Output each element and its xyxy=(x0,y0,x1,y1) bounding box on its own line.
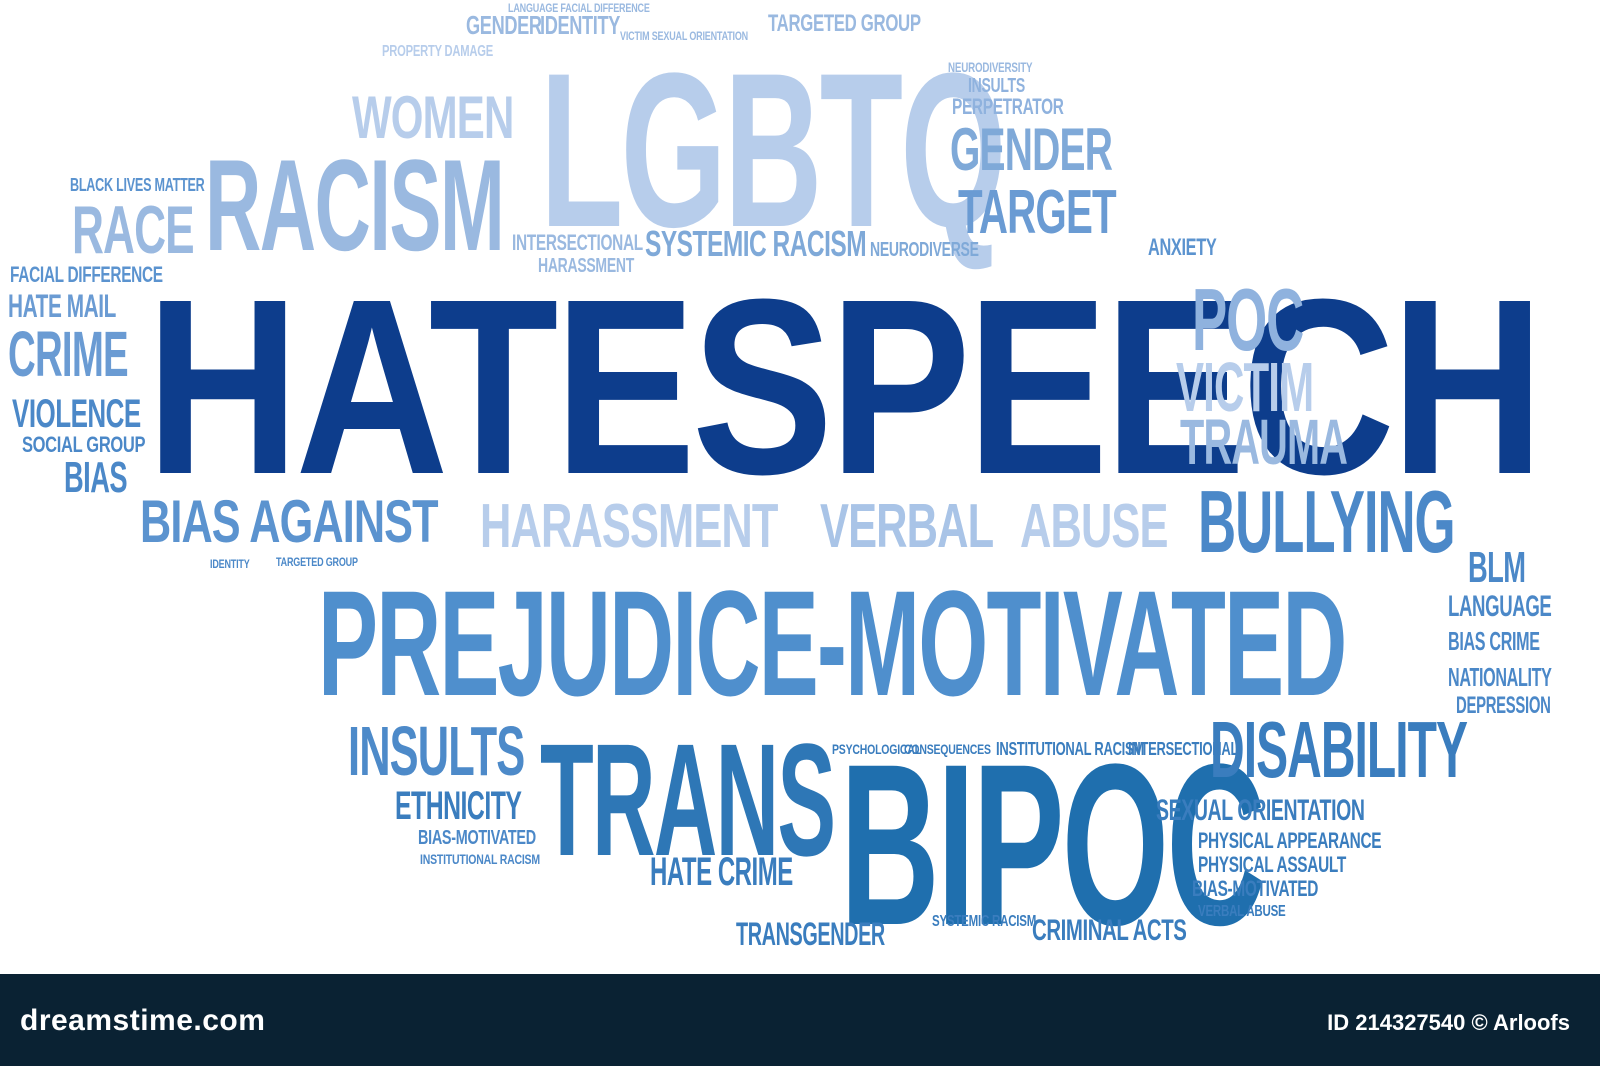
word-institutional-racism: INSTITUTIONAL RACISM xyxy=(420,851,540,867)
word-depression: DEPRESSION xyxy=(1456,692,1551,719)
word-hate-speech: HATESPEECH xyxy=(146,247,1544,526)
word-women-large: WOMEN xyxy=(352,84,514,151)
word-bias-against-large: BIAS AGAINST xyxy=(140,488,439,555)
word-bias-crime: BIAS CRIME xyxy=(1448,626,1540,656)
word-insults-large: INSULTS xyxy=(348,712,525,790)
word-harassment: HARASSMENT xyxy=(480,492,778,561)
word-race-large: RACE xyxy=(72,192,195,268)
word-perpetrator: PERPETRATOR xyxy=(952,94,1064,119)
word-intersectional: INTERSECTIONAL xyxy=(512,230,643,255)
word-systemic-racism-bottom: SYSTEMIC RACISM xyxy=(932,913,1037,930)
word-racism-large: RACISM xyxy=(205,132,505,278)
word-bias-motivated-right: BIAS-MOTIVATED xyxy=(1192,876,1319,901)
word-crime-large: CRIME xyxy=(8,318,129,390)
word-language-facial: LANGUAGE FACIAL DIFFERENCE xyxy=(508,1,650,15)
word-trauma-large: TRAUMA xyxy=(1180,406,1348,478)
image-credit: ID 214327540 © Arloofs xyxy=(1327,1010,1570,1035)
watermark-footer-bar xyxy=(0,974,1600,1066)
word-prejudice-motivated: PREJUDICE-MOTIVATED xyxy=(318,559,1347,727)
word-disability-large: DISABILITY xyxy=(1210,705,1468,794)
word-cloud: HATESPEECH PREJUDICE-MOTIVATED LGBTQ BIP… xyxy=(8,1,1552,973)
word-abuse: ABUSE xyxy=(1020,492,1168,561)
word-transgender: TRANSGENDER xyxy=(736,916,885,952)
word-verbal: VERBAL xyxy=(820,492,994,561)
word-neurodiversity: NEURODIVERSITY xyxy=(948,59,1033,75)
word-language: LANGUAGE xyxy=(1448,590,1552,623)
word-sexual-orientation: SEXUAL ORIENTATION xyxy=(1156,794,1365,827)
word-poc-large: POC xyxy=(1192,270,1304,369)
word-victim-large: VICTIM xyxy=(1176,348,1314,426)
word-bias-large: BIAS xyxy=(64,453,128,502)
word-bias-motivated: BIAS-MOTIVATED xyxy=(418,827,536,849)
word-blm: BLM xyxy=(1468,543,1526,592)
word-facial-difference: FACIAL DIFFERENCE xyxy=(10,262,163,287)
word-identity: IDENTITY xyxy=(540,10,621,40)
word-black-lives-matter: BLACK LIVES MATTER xyxy=(70,175,205,195)
word-identity-left: IDENTITY xyxy=(210,557,250,571)
word-hate-mail: HATE MAIL xyxy=(8,288,116,324)
word-harassment-small: HARASSMENT xyxy=(538,255,634,277)
word-bullying: BULLYING xyxy=(1198,472,1456,571)
word-target-large: TARGET xyxy=(958,178,1117,247)
word-nationality: NATIONALITY xyxy=(1448,662,1552,692)
word-physical-appearance: PHYSICAL APPEARANCE xyxy=(1198,828,1382,853)
word-anxiety: ANXIETY xyxy=(1148,234,1217,261)
word-trans-large: TRANS xyxy=(540,710,836,889)
word-institutional-racism-center: INSTITUTIONAL RACISM xyxy=(996,739,1144,759)
word-ethnicity: ETHNICITY xyxy=(395,784,522,828)
word-gender-top: GENDER xyxy=(466,10,542,40)
word-physical-assault: PHYSICAL ASSAULT xyxy=(1198,852,1346,877)
word-criminal-acts: CRIMINAL ACTS xyxy=(1032,914,1187,947)
word-psychological: PSYCHOLOGICAL xyxy=(832,741,921,757)
word-verbal-abuse: VERBAL ABUSE xyxy=(1198,903,1286,920)
word-lgbtq-large: LGBTQ xyxy=(540,27,1006,273)
word-systemic-racism: SYSTEMIC RACISM xyxy=(645,223,867,264)
word-consequences: CONSEQUENCES xyxy=(904,741,991,757)
word-insults-small: INSULTS xyxy=(968,75,1025,97)
brand-wordmark[interactable]: dreamstime.com xyxy=(20,1004,266,1037)
word-property-damage: PROPERTY DAMAGE xyxy=(382,43,493,60)
word-victim-sexual-orientation: VICTIM SEXUAL ORIENTATION xyxy=(620,29,749,43)
word-violence: VIOLENCE xyxy=(12,392,141,436)
word-neurodiverse: NEURODIVERSE xyxy=(870,239,979,261)
word-social-group: SOCIAL GROUP xyxy=(22,432,146,457)
word-intersectional-center: INTERSECTIONAL xyxy=(1128,739,1239,759)
word-bipoc-large: BIPOC xyxy=(840,716,1266,973)
word-gender-large: GENDER xyxy=(950,116,1113,183)
word-hate-crime: HATE CRIME xyxy=(650,850,793,894)
word-targeted-group-left: TARGETED GROUP xyxy=(276,555,358,569)
word-targeted-group: TARGETED GROUP xyxy=(768,10,921,37)
